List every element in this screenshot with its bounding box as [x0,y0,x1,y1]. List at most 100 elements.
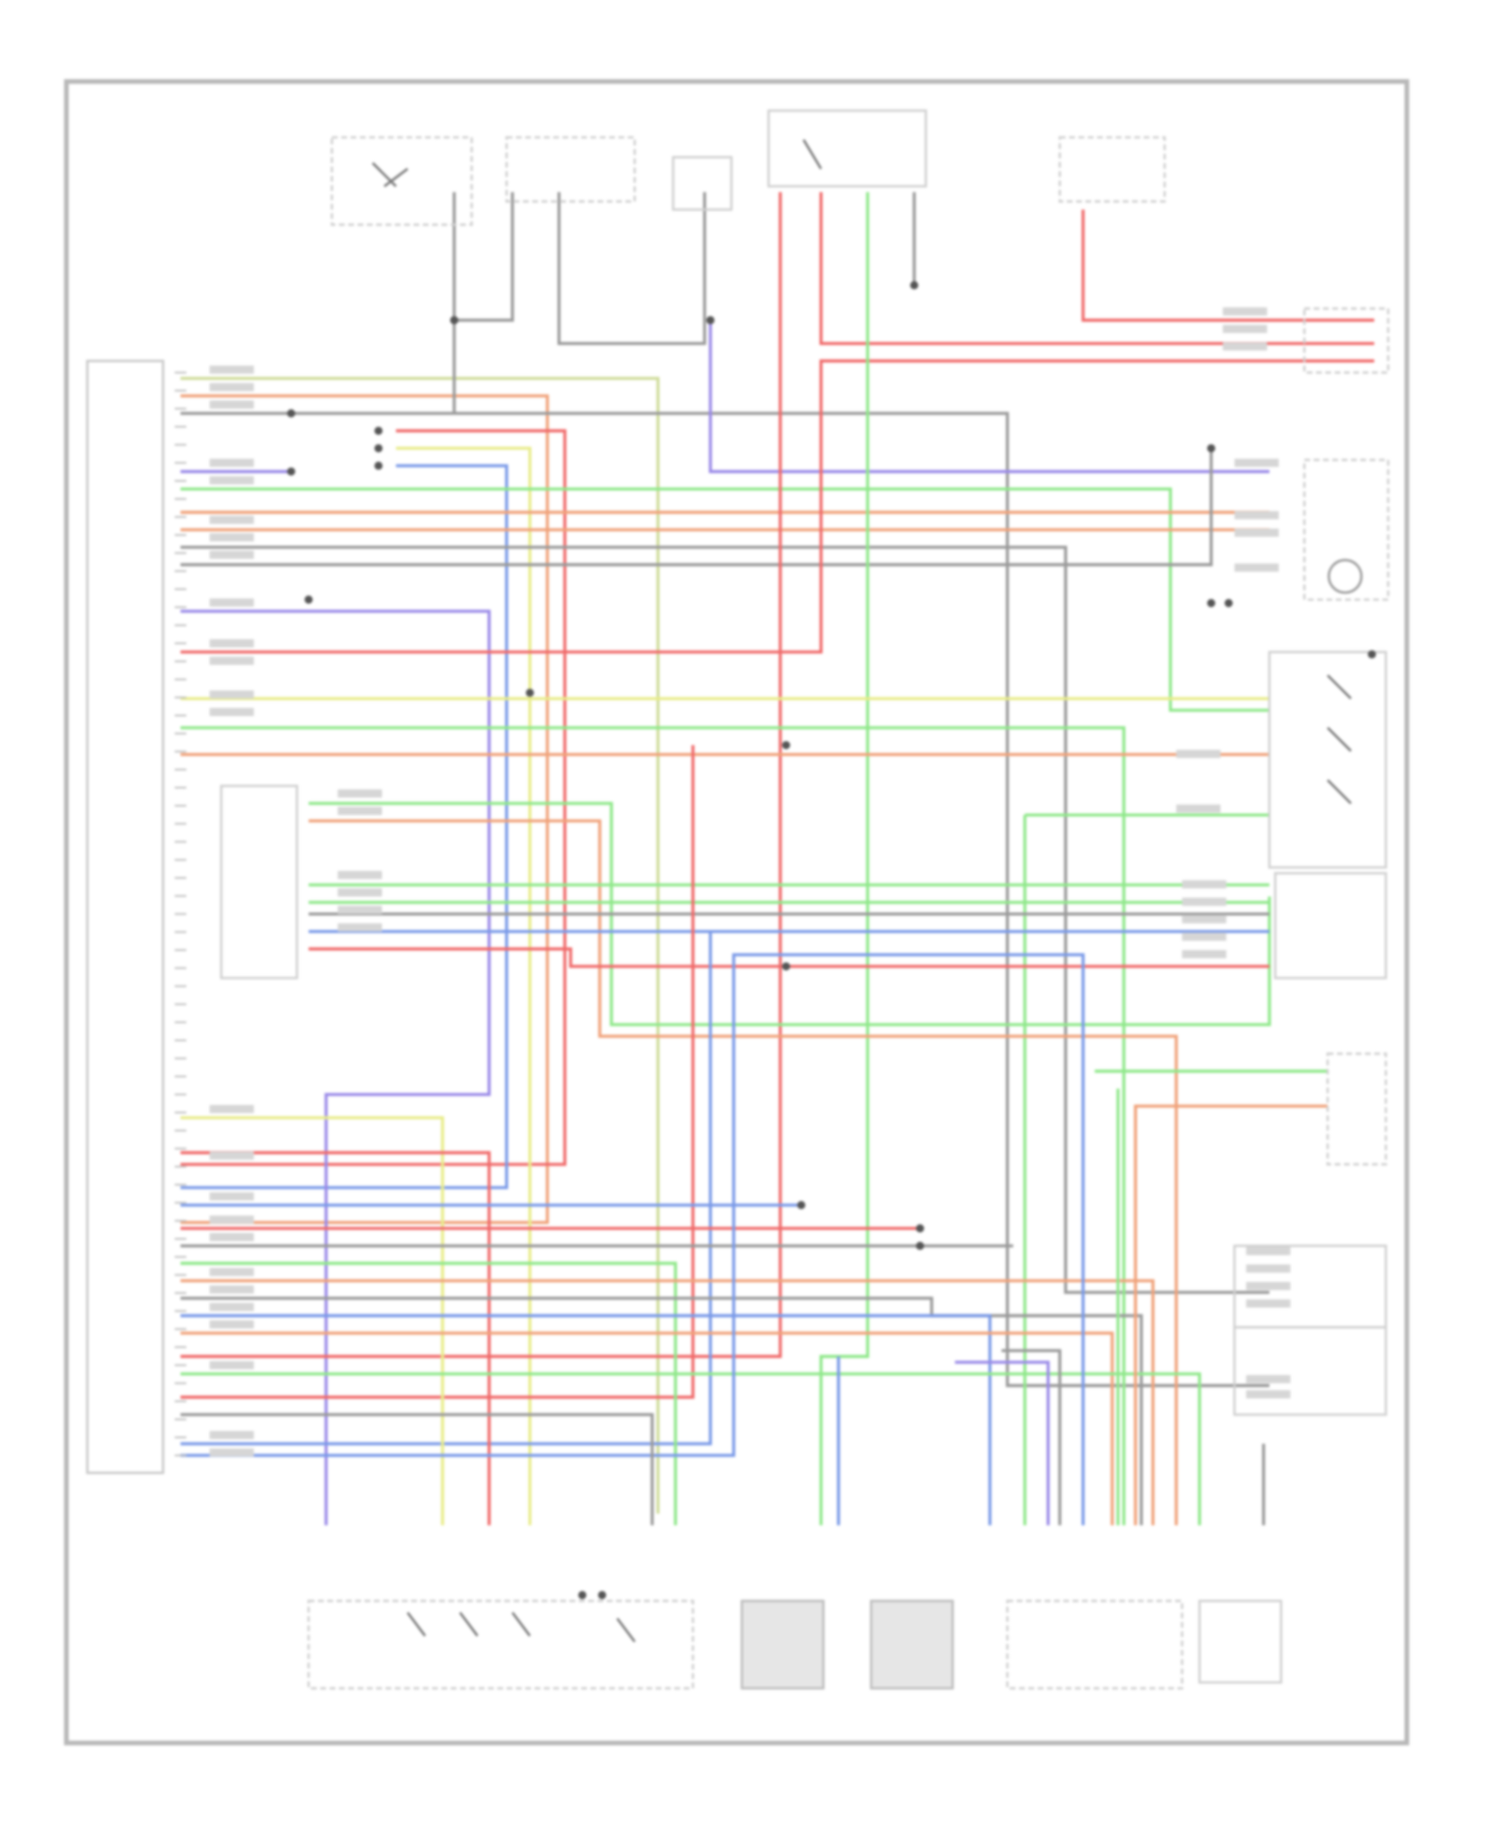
wire-red [180,192,782,1358]
splice-dot [374,426,383,435]
wire-purple [708,320,1270,474]
wire-label [209,598,254,607]
wire-orange [180,1331,1114,1526]
wire-label [337,789,382,798]
wire-red [180,745,695,1399]
wire-label [209,707,254,717]
wire-gray [557,192,707,345]
wire-label [209,533,254,542]
ecu-box [86,359,165,1475]
wire-blue [180,931,712,1446]
wire-label [1234,528,1279,537]
splice-dot [578,1591,587,1600]
wire-label [1182,915,1227,924]
wire-blue [180,953,1085,1526]
motor-icon [1327,558,1363,594]
wire-label [1182,897,1227,906]
wire-label [209,476,254,485]
wire-label [1246,1281,1291,1291]
wire-label [1234,563,1279,572]
splice-dot [1207,444,1216,453]
splice-dot [450,316,459,325]
wire-label [209,1215,254,1224]
wire-label [1234,511,1279,520]
sensor-right-lower-box [1233,1326,1388,1416]
wire-red [180,429,567,1166]
diagram-frame [64,79,1410,1746]
wire-label [209,1151,254,1160]
wire-label [1246,1390,1291,1399]
splice-dot [797,1201,806,1210]
connector-top-box [671,156,733,211]
wire-label [337,806,382,816]
speed-sensor-2-box [869,1599,954,1690]
splice-dot [287,467,296,476]
switch-contact-icon [1326,674,1352,700]
wire-green [819,192,870,1526]
splice-dot [1367,650,1376,659]
wire-label [209,400,254,409]
wire-label [337,888,382,897]
splice-dot [782,962,791,971]
wire-orange [180,394,549,1225]
switch-bottom-box [307,1599,695,1690]
wire-label [209,515,254,524]
wire-label [209,1192,254,1201]
relay-top-box [767,109,928,188]
wire-red [819,192,1375,345]
switch-contact-icon [802,139,823,170]
wire-green [308,801,1271,1027]
splice-dot [598,1591,607,1600]
splice-dot [374,461,383,470]
sensor-bottom-right-box [1198,1599,1283,1684]
wire-green [180,1261,677,1526]
wire-olive [180,376,660,1514]
wire-gray [180,448,1213,567]
fuse-top-right-box [1058,136,1166,203]
wire-orange [308,819,1178,1526]
wire-label [209,1285,254,1294]
wire-blue [180,1314,992,1526]
wire-label [209,1302,254,1312]
wire-label [1246,1375,1291,1384]
splice-dot [374,444,383,453]
wire-label [1222,342,1268,351]
wire-label [209,1320,254,1329]
wire-green [180,1372,1202,1526]
wire-gray [1001,1349,1062,1526]
wire-red [1081,209,1375,322]
wire-label [1182,950,1227,959]
wire-label [209,550,254,559]
wire-label [209,1361,254,1370]
switch-contact-icon [383,167,409,188]
wire-gray [180,1413,654,1526]
wire-red [180,1151,491,1526]
wire-label [209,639,254,648]
wire-label [337,923,382,932]
splice-dot [915,1241,925,1250]
wire-green [180,487,1270,712]
connector-right-2-box [1274,872,1388,980]
switch-contact-icon [511,1611,531,1637]
wire-label [1222,324,1268,333]
wire-purple [180,609,491,1526]
switch-contact-icon [1326,779,1352,805]
splice-dot [1224,599,1233,608]
wire-red [308,947,1270,968]
switch-contact-icon [616,1617,636,1643]
splice-dot [706,316,715,325]
wire-label [1246,1246,1291,1256]
wire-label [1176,804,1221,813]
switch-contact-icon [406,1611,427,1637]
wire-label [209,1267,254,1277]
wires [180,192,1375,1526]
wire-blue [180,464,509,1190]
splice-dot [287,409,296,418]
wire-label [209,458,254,467]
wire-label [1176,749,1221,758]
wire-green [180,726,1126,1526]
motor-right-box [1303,458,1390,601]
switch-contact-icon [459,1611,479,1637]
wire-gray [180,411,1270,1388]
